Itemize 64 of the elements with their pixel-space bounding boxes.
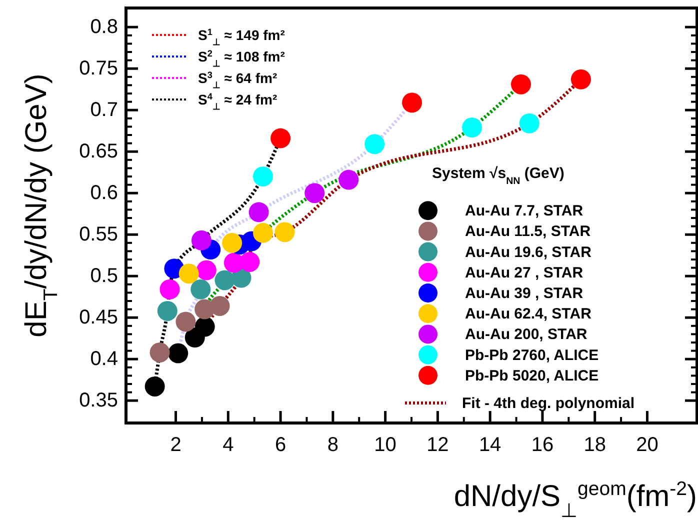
y-tick-label: 0.5: [90, 265, 118, 288]
point: [157, 300, 178, 321]
point: [191, 230, 212, 250]
legend-label: Pb-Pb 5020, ALICE: [465, 367, 599, 384]
point: [144, 376, 165, 396]
legend-label: Au-Au 62.4, STAR: [465, 306, 592, 323]
annotation: S$^{3}$$_{⊥}$ ≈ 64 fm²: [198, 70, 278, 90]
annotation: S$^{4}$$_{⊥}$ ≈ 24 fm²: [198, 92, 278, 112]
y-tick-label: 0.75: [79, 58, 118, 80]
y-tick-label: 0.4: [90, 348, 118, 370]
point: [304, 183, 325, 204]
point: [194, 316, 215, 337]
point: [274, 222, 295, 242]
legend-label: Au-Au 27 , STAR: [465, 264, 584, 282]
point: [222, 232, 242, 253]
point: [462, 118, 482, 138]
x-tick-label: 12: [426, 434, 449, 456]
point: [519, 113, 540, 134]
y-tick-label: 0.8: [90, 16, 118, 38]
legend-label: Pb-Pb 2760, ALICE: [465, 346, 599, 364]
x-tick-label: 20: [636, 434, 658, 456]
x-tick-label: 6: [274, 434, 286, 456]
annotation: S$^{2}$$_{⊥}$ ≈ 108 fm²: [198, 48, 286, 68]
x-tick-label: 16: [531, 434, 554, 456]
point: [364, 134, 385, 154]
point: [270, 128, 291, 148]
point: [176, 312, 196, 332]
legend-label: Au-Au 39 , STAR: [465, 285, 584, 302]
point: [570, 69, 591, 90]
y-tick-label: 0.35: [79, 390, 118, 412]
point: [510, 74, 531, 94]
legend-label: Au-Au 7.7, STAR: [465, 202, 584, 220]
point: [240, 252, 260, 272]
point: [150, 342, 170, 362]
point: [248, 202, 269, 222]
y-tick-label: 0.7: [90, 99, 118, 122]
x-tick-label: 8: [327, 434, 338, 456]
x-tick-label: 4: [222, 434, 234, 456]
point: [252, 166, 273, 186]
legend-title: System √s$_{NN}$ (GeV): [432, 165, 564, 186]
x-tick-label: 2: [170, 434, 182, 456]
x-axis-title: dN/dy/S$_{⊥}$$^{geom}$(fm$^{-2}$): [454, 478, 697, 522]
x-tick-label: 14: [478, 434, 502, 456]
point: [178, 264, 199, 284]
point: [210, 296, 230, 316]
legend-label: Au-Au 200, STAR: [465, 326, 588, 344]
x-tick-label: 18: [584, 434, 606, 456]
point: [252, 222, 273, 243]
legend-label: Au-Au 19.6, STAR: [465, 244, 592, 261]
y-tick-label: 0.55: [79, 224, 118, 246]
legend-label: Au-Au 11.5, STAR: [465, 223, 591, 240]
point: [338, 170, 359, 190]
x-tick-label: 10: [374, 434, 396, 456]
point: [168, 343, 188, 364]
y-tick-label: 0.65: [79, 140, 118, 163]
legend-label: Fit - 4th deg. polynomial: [462, 395, 634, 412]
point: [402, 92, 422, 113]
y-tick-label: 0.45: [79, 306, 118, 329]
y-tick-label: 0.6: [90, 182, 118, 204]
point: [214, 270, 235, 290]
point: [160, 279, 180, 300]
point: [196, 260, 216, 280]
annotation: S$^{1}$$_{⊥}$ ≈ 149 fm²: [198, 27, 286, 47]
point: [190, 279, 211, 300]
